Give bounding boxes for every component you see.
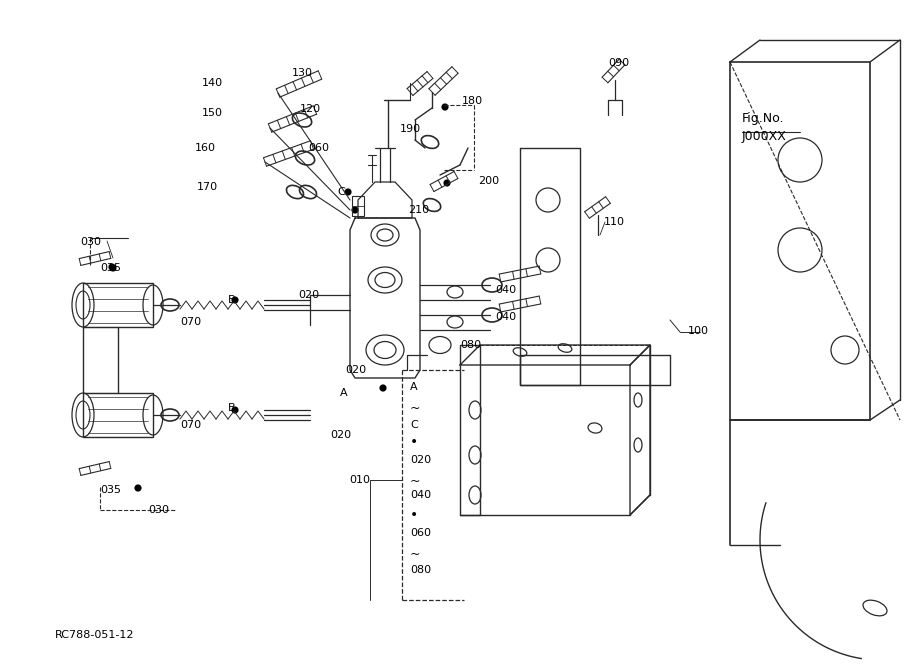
Text: 020: 020: [345, 365, 366, 375]
Text: •: •: [410, 435, 418, 449]
Text: 180: 180: [462, 96, 483, 106]
Bar: [83, 283, 153, 327]
Text: 140: 140: [202, 78, 223, 88]
Circle shape: [441, 103, 448, 111]
Text: 200: 200: [478, 176, 499, 186]
Text: 040: 040: [495, 285, 516, 295]
Text: 100: 100: [688, 326, 709, 336]
Text: ~: ~: [410, 475, 421, 488]
Text: 035: 035: [100, 263, 121, 273]
Text: 010: 010: [349, 475, 370, 485]
Text: 060: 060: [410, 528, 431, 538]
Text: ~: ~: [410, 548, 421, 561]
Circle shape: [380, 384, 387, 392]
Text: 020: 020: [330, 430, 351, 440]
Circle shape: [134, 484, 142, 492]
Text: 080: 080: [460, 340, 482, 350]
Text: A: A: [410, 382, 417, 392]
Circle shape: [232, 406, 239, 414]
Text: 080: 080: [410, 565, 431, 575]
Text: 160: 160: [195, 143, 216, 153]
Text: Fig.No.: Fig.No.: [742, 112, 785, 125]
Circle shape: [345, 189, 351, 195]
Text: A: A: [340, 388, 347, 398]
Circle shape: [232, 297, 239, 303]
Circle shape: [444, 179, 450, 187]
Text: B: B: [228, 295, 235, 305]
Text: 150: 150: [202, 108, 223, 118]
Circle shape: [108, 263, 116, 271]
Text: 040: 040: [410, 490, 431, 500]
Text: 130: 130: [292, 68, 313, 78]
Text: J000XX: J000XX: [742, 130, 787, 143]
Text: C: C: [410, 420, 418, 430]
Text: C: C: [337, 187, 345, 197]
Text: B: B: [228, 403, 235, 413]
Text: 210: 210: [408, 205, 429, 215]
Circle shape: [351, 207, 358, 213]
Text: 020: 020: [298, 290, 319, 300]
Text: 060: 060: [308, 143, 329, 153]
Text: 030: 030: [80, 237, 101, 247]
Text: ~: ~: [410, 402, 421, 415]
Text: 190: 190: [400, 124, 421, 134]
Text: 170: 170: [197, 182, 218, 192]
Text: 110: 110: [604, 217, 625, 227]
Text: 035: 035: [100, 485, 121, 495]
Text: 020: 020: [410, 455, 431, 465]
Text: 070: 070: [180, 420, 201, 430]
Text: 040: 040: [495, 312, 516, 322]
Bar: [352, 196, 364, 216]
Text: RC788-051-12: RC788-051-12: [55, 630, 134, 640]
Text: 120: 120: [300, 104, 321, 114]
Text: 070: 070: [180, 317, 201, 327]
Bar: [83, 393, 153, 437]
Text: 030: 030: [148, 505, 169, 515]
Text: •: •: [410, 508, 418, 522]
Circle shape: [109, 265, 117, 271]
Text: 090: 090: [608, 58, 630, 68]
